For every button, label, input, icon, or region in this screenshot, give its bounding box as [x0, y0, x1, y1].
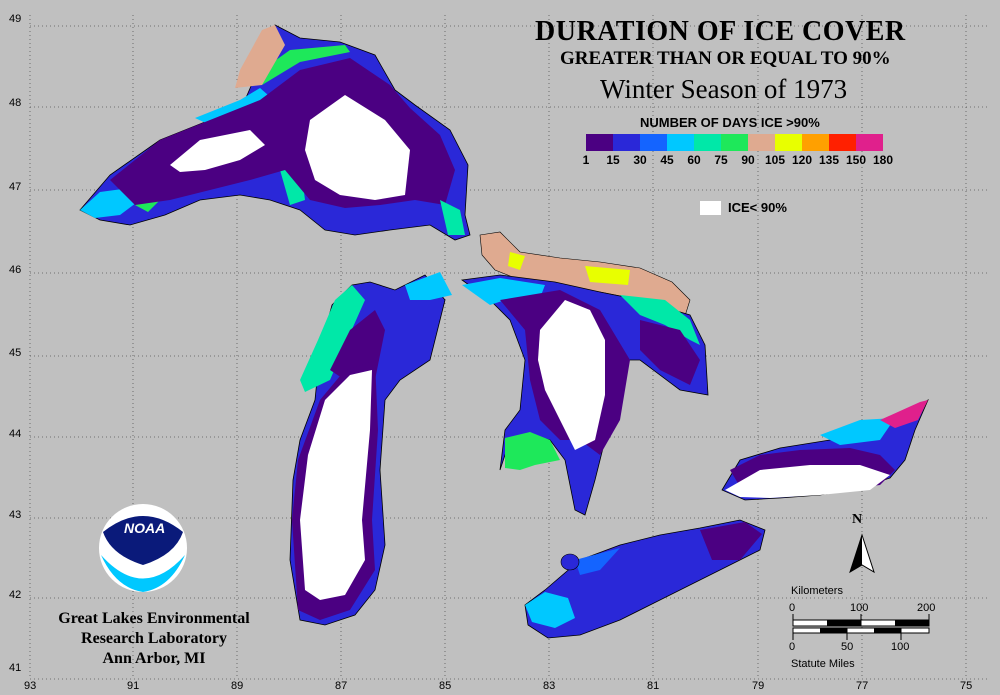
scale-km-title: Kilometers: [791, 585, 843, 597]
lon-label: 81: [647, 680, 660, 692]
noaa-logo-text: NOAA: [124, 520, 166, 536]
lat-label: 44: [9, 428, 22, 440]
legend-tick-label: 120: [791, 153, 813, 167]
lake-superior: [79, 24, 471, 241]
map-season: Winter Season of 1973: [600, 74, 848, 104]
credit-line-2: Research Laboratory: [81, 630, 227, 647]
scale-km-tick: 0: [789, 602, 796, 614]
legend-swatch: [721, 134, 748, 151]
noaa-logo: [99, 504, 187, 592]
legend-tick-label: 90: [741, 153, 755, 167]
legend-swatch: [667, 134, 694, 151]
scale-mi-tick: 0: [789, 641, 796, 653]
scale-mi-title: Statute Miles: [791, 658, 855, 670]
lake-huron: [460, 274, 709, 516]
lon-label: 79: [752, 680, 765, 692]
map-title: DURATION OF ICE COVER: [535, 16, 906, 47]
lat-label: 48: [9, 97, 22, 109]
legend-tick-label: 150: [845, 153, 867, 167]
lon-label: 89: [231, 680, 244, 692]
legend-tick-label: 180: [872, 153, 894, 167]
legend-swatch: [802, 134, 829, 151]
ice-lt-90-label: ICE< 90%: [728, 200, 787, 215]
lon-label: 87: [335, 680, 348, 692]
legend-swatch: [694, 134, 721, 151]
scale-bar: [792, 614, 930, 640]
legend-tick-label: 75: [714, 153, 728, 167]
lon-label: 91: [127, 680, 140, 692]
legend-tick-label: 30: [633, 153, 647, 167]
lon-label: 75: [960, 680, 973, 692]
legend-swatch: [856, 134, 883, 151]
legend-swatch: [748, 134, 775, 151]
legend-swatch: [775, 134, 802, 151]
credit-line-1: Great Lakes Environmental: [58, 610, 250, 627]
lat-label: 49: [9, 13, 22, 25]
legend-title: NUMBER OF DAYS ICE >90%: [640, 115, 820, 130]
lat-label: 41: [9, 662, 22, 674]
legend-color-bar: [586, 134, 883, 151]
lon-label: 77: [856, 680, 869, 692]
lake-ontario: [721, 398, 929, 501]
map-subtitle: GREATER THAN OR EQUAL TO 90%: [560, 48, 891, 69]
legend-tick-label: 105: [764, 153, 786, 167]
legend-swatch: [586, 134, 613, 151]
lat-label: 47: [9, 181, 22, 193]
lake-st-clair: [560, 553, 580, 571]
north-label: N: [852, 512, 863, 527]
lat-label: 45: [9, 347, 22, 359]
st-marys-north-channel: [479, 231, 691, 317]
legend-tick-label: 15: [606, 153, 620, 167]
lat-label: 42: [9, 589, 22, 601]
legend-tick-label: 60: [687, 153, 701, 167]
scale-mi-tick: 100: [891, 641, 910, 653]
ice-lt-90-swatch: [700, 201, 721, 215]
legend-tick-label: 45: [660, 153, 674, 167]
scale-mi-tick: 50: [841, 641, 854, 653]
legend-tick-label: 1: [582, 153, 590, 167]
lat-label: 43: [9, 509, 22, 521]
scale-km-tick: 200: [917, 602, 936, 614]
legend-swatch: [829, 134, 856, 151]
lake-erie: [524, 519, 766, 639]
scale-km-tick: 100: [850, 602, 869, 614]
north-arrow-icon: [849, 533, 875, 574]
credit-line-3: Ann Arbor, MI: [102, 650, 206, 667]
lat-label: 46: [9, 264, 22, 276]
lake-michigan: [289, 272, 452, 626]
lon-label: 83: [543, 680, 556, 692]
graticule: [29, 15, 990, 680]
lon-label: 93: [24, 680, 37, 692]
lon-label: 85: [439, 680, 452, 692]
legend-swatch: [640, 134, 667, 151]
legend-swatch: [613, 134, 640, 151]
legend-tick-label: 135: [818, 153, 840, 167]
